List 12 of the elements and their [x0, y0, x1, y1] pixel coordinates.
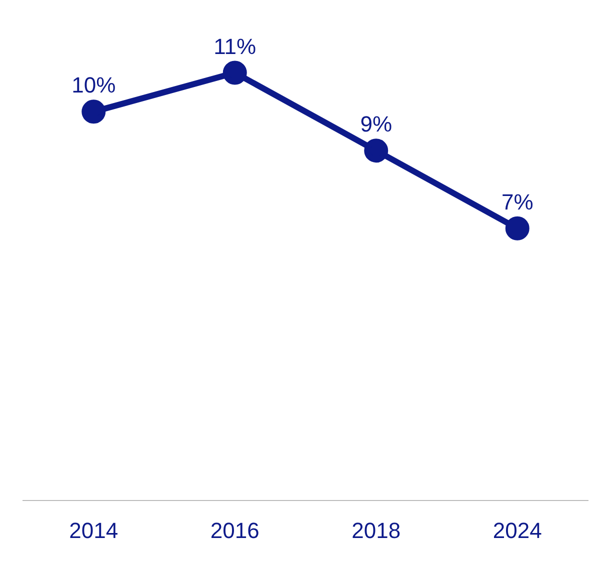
x-tick-label: 2016 [210, 518, 260, 543]
point [364, 138, 388, 163]
data-label: 11% [214, 34, 256, 59]
x-tick-label: 2014 [69, 518, 118, 543]
point [505, 216, 530, 240]
point [82, 100, 106, 124]
data-label: 10% [72, 72, 116, 98]
data-label: 9% [360, 112, 392, 137]
x-tick-label: 2024 [492, 518, 542, 543]
point [222, 60, 247, 85]
data-label: 7% [501, 189, 534, 214]
x-tick-label: 2018 [352, 518, 401, 543]
